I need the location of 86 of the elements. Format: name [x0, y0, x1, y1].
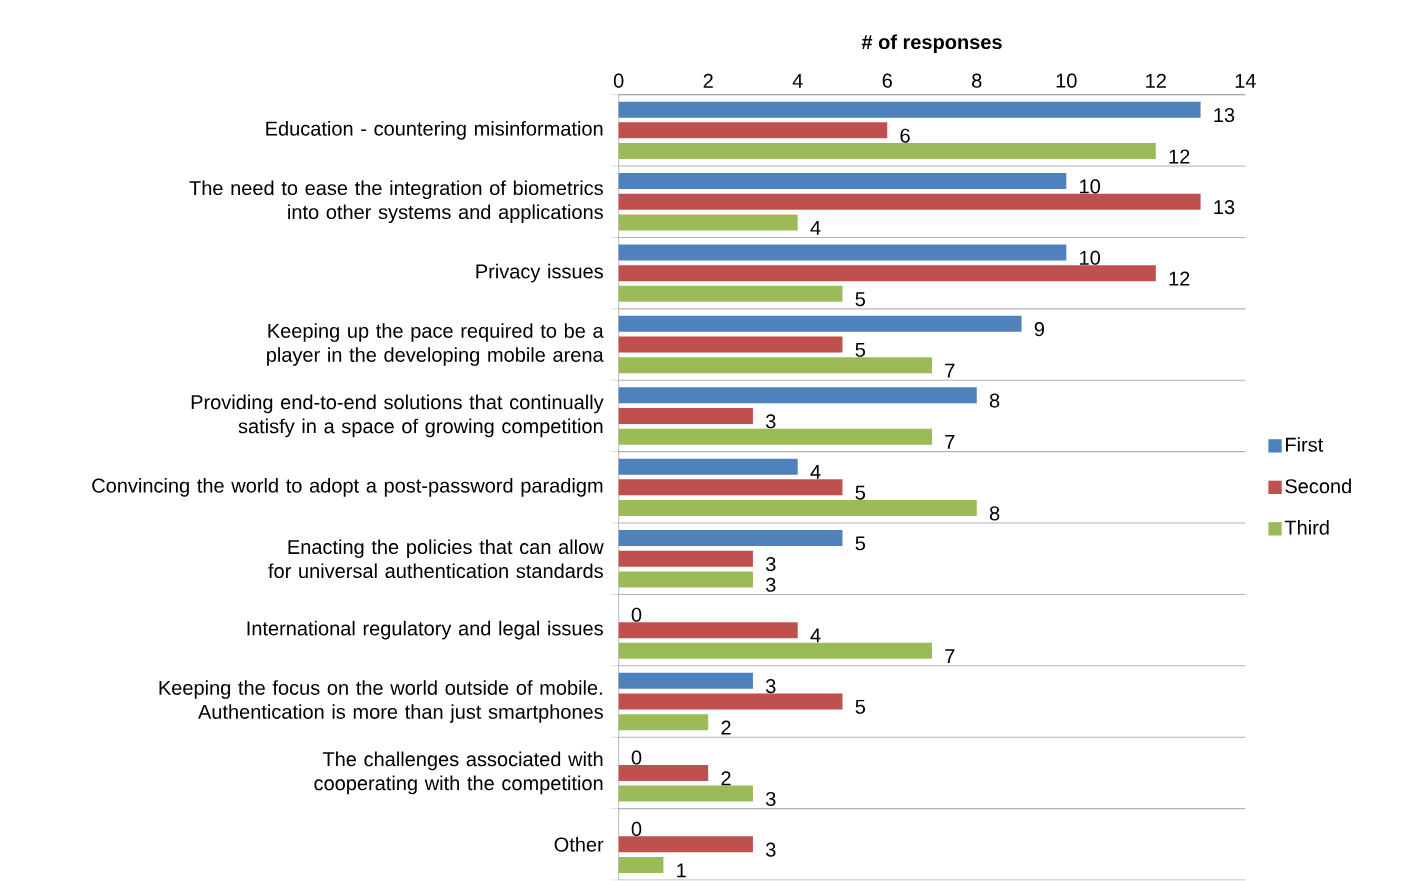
data-label: 4 [810, 628, 821, 643]
data-label: 7 [945, 649, 955, 664]
bar [618, 265, 1156, 282]
bar [618, 244, 1067, 261]
data-label: 10 [1080, 179, 1101, 194]
legend-label: First [1286, 437, 1324, 453]
x-tick-label: 4 [792, 74, 803, 88]
data-label: 1 [677, 863, 686, 878]
data-label: 2 [721, 771, 731, 786]
data-label: 4 [810, 221, 821, 235]
x-tick-label: 14 [1235, 74, 1256, 88]
data-label: 12 [1169, 149, 1190, 164]
data-label: 13 [1214, 200, 1235, 215]
y-tick-label: Convincing the world to adopt a post-password paradigm [92, 478, 603, 497]
bar [618, 530, 843, 547]
bar [618, 214, 798, 231]
data-label: 12 [1169, 271, 1190, 286]
bar [618, 408, 753, 425]
bar [618, 693, 843, 710]
bar [618, 357, 932, 374]
data-label: 0 [631, 607, 642, 623]
data-label: 3 [765, 414, 776, 429]
data-label: 2 [721, 720, 731, 735]
x-tick-label: 10 [1056, 73, 1077, 88]
data-label: 7 [945, 435, 955, 450]
bar [618, 286, 843, 303]
bar [618, 765, 709, 782]
bar [618, 643, 932, 660]
data-label: 13 [1214, 108, 1235, 123]
y-tick-label: The need to ease the integration of biometrics into other systems and applications [189, 180, 603, 224]
bar [618, 836, 753, 853]
x-tick-label: 8 [972, 73, 982, 88]
data-label: 3 [765, 842, 776, 857]
bar [618, 143, 1156, 160]
data-label: 7 [945, 363, 955, 378]
bar [618, 673, 753, 690]
bar [618, 785, 753, 802]
x-axis-title: # of responses [861, 34, 1002, 54]
bar [618, 122, 888, 139]
x-tick-label: 12 [1146, 74, 1166, 88]
y-tick-label: Providing end-to-end solutions that continually satisfy in a space of growing competition [191, 394, 604, 438]
data-label: 5 [855, 700, 866, 715]
bar [618, 500, 977, 517]
y-tick-label: Keeping up the pace required to be a player in the developing mobile arena [267, 323, 604, 367]
data-label: 4 [810, 465, 821, 480]
bar [618, 479, 843, 496]
data-label: 0 [631, 822, 642, 837]
y-tick-label: International regulatory and legal issues [247, 621, 603, 640]
x-tick-label: 6 [882, 73, 892, 88]
data-label: 5 [855, 292, 866, 307]
bar [618, 101, 1201, 118]
data-label: 5 [855, 343, 866, 358]
bar [618, 857, 664, 874]
y-tick-label: Privacy issues [476, 264, 603, 283]
legend-label: Third [1284, 520, 1329, 535]
x-tick-label: 0 [613, 73, 624, 88]
data-label: 10 [1080, 250, 1101, 266]
data-label: 3 [765, 792, 776, 807]
y-tick-label: Enacting the policies that can allow for universal authentication standards [268, 539, 604, 579]
bar [618, 193, 1201, 210]
data-label: 5 [855, 485, 866, 500]
x-tick-label: 2 [703, 74, 713, 88]
data-label: 8 [989, 506, 1000, 521]
data-label: 8 [989, 393, 1000, 408]
bar [618, 316, 1022, 333]
legend-label: Second [1285, 478, 1351, 494]
bar [618, 622, 798, 639]
data-label: 3 [765, 679, 776, 694]
y-tick-label: The challenges associated with cooperating with the competition [314, 751, 603, 795]
bar [618, 571, 753, 588]
bar [618, 550, 753, 567]
data-label: 5 [855, 536, 866, 551]
bar [618, 336, 843, 353]
y-tick-label: Education - countering misinformation [266, 121, 603, 140]
bar [618, 428, 932, 445]
data-label: 3 [765, 557, 776, 572]
data-label: 6 [900, 128, 910, 144]
y-tick-label: Other [554, 837, 604, 852]
data-label: 3 [765, 577, 776, 593]
data-label: 9 [1034, 322, 1044, 337]
bar [618, 173, 1067, 190]
bar [618, 714, 709, 731]
bar [618, 458, 798, 475]
y-tick-label: Keeping the focus on the world outside of mobile. Authentication is more than just smartphones [159, 680, 603, 724]
bar [618, 387, 977, 404]
data-label: 0 [631, 750, 642, 765]
